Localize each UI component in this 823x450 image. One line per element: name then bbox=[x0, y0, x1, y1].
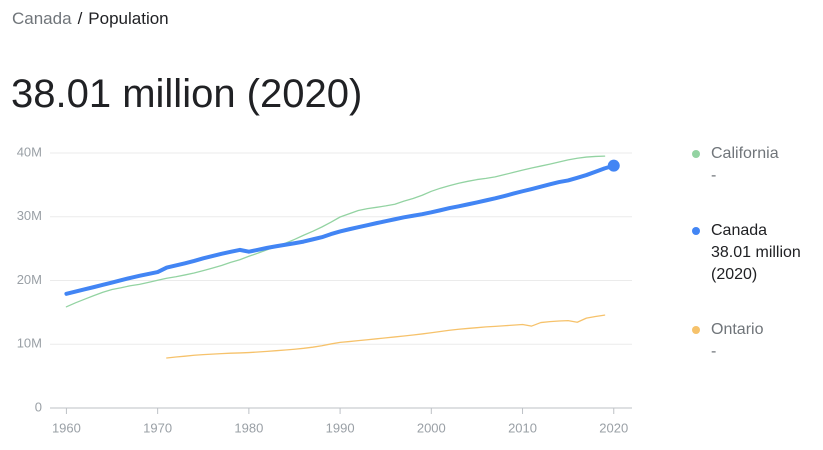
legend-swatch bbox=[692, 326, 700, 334]
legend-value: - bbox=[711, 343, 717, 360]
x-tick-label: 2000 bbox=[417, 420, 446, 435]
legend-label: California bbox=[711, 145, 779, 162]
breadcrumb-link[interactable]: Canada bbox=[12, 9, 72, 28]
x-tick-label: 1960 bbox=[52, 420, 81, 435]
legend-item[interactable]: California - bbox=[692, 143, 812, 187]
legend: California - Canada 38.01 million (2020) Ont… bbox=[692, 143, 812, 396]
y-tick-label: 20M bbox=[17, 272, 42, 287]
x-tick-label: 2010 bbox=[508, 420, 537, 435]
legend-item[interactable]: Ontario - bbox=[692, 319, 812, 363]
breadcrumb-separator: / bbox=[77, 9, 83, 28]
x-tick-label: 1970 bbox=[143, 420, 172, 435]
x-tick-label: 1980 bbox=[234, 420, 263, 435]
legend-value: 38.01 million (2020) bbox=[711, 244, 801, 283]
legend-item[interactable]: Canada 38.01 million (2020) bbox=[692, 220, 812, 286]
x-tick-label: 1990 bbox=[326, 420, 355, 435]
series-line bbox=[166, 314, 606, 359]
headline: 38.01 million (2020) bbox=[11, 72, 363, 116]
y-tick-label: 0 bbox=[35, 399, 42, 414]
legend-swatch bbox=[692, 227, 700, 235]
legend-label: Ontario bbox=[711, 321, 764, 338]
end-point bbox=[607, 159, 620, 172]
y-tick-label: 40M bbox=[17, 144, 42, 159]
legend-label: Canada bbox=[711, 222, 768, 239]
x-tick-label: 2020 bbox=[599, 420, 628, 435]
y-tick-label: 30M bbox=[17, 208, 42, 223]
series-line bbox=[64, 163, 616, 296]
legend-value: - bbox=[711, 167, 717, 184]
series-line bbox=[65, 155, 606, 308]
y-tick-label: 10M bbox=[17, 336, 42, 351]
breadcrumb: Canada / Population bbox=[12, 9, 169, 29]
legend-swatch bbox=[692, 150, 700, 158]
breadcrumb-current: Population bbox=[88, 9, 169, 28]
